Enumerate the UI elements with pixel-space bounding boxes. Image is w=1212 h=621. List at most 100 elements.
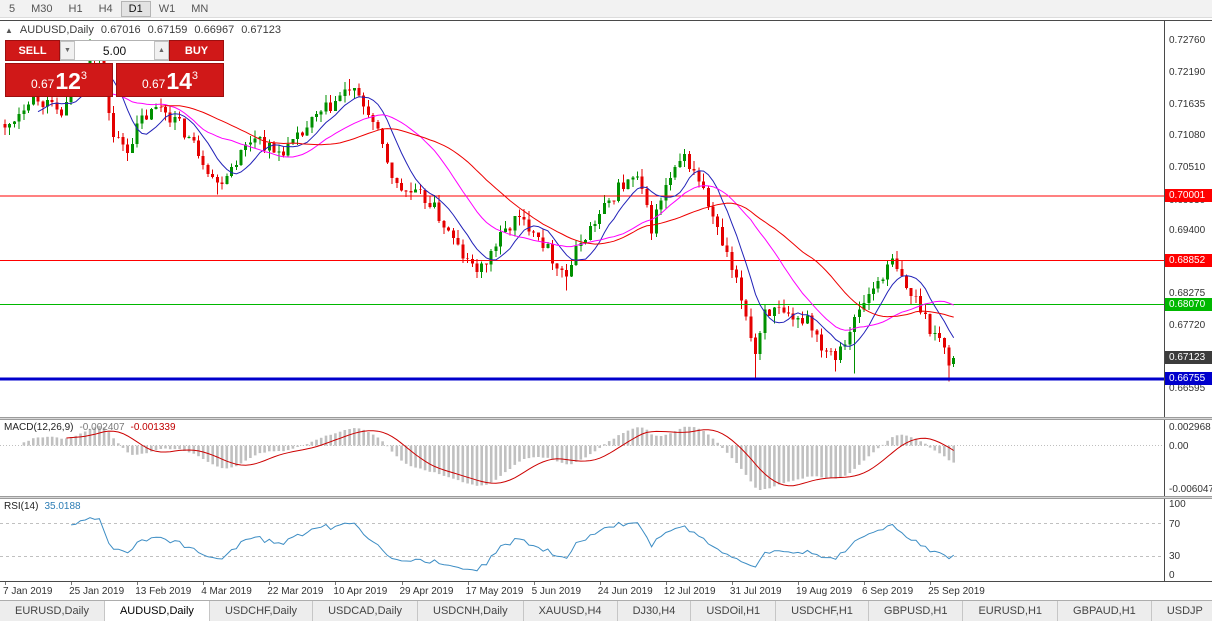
timeframe-button-m30[interactable]: M30 (31, 2, 53, 15)
rsi-axis-label: 0 (1169, 570, 1175, 581)
panel-divider[interactable] (0, 496, 1212, 499)
panel-divider[interactable] (0, 417, 1212, 420)
chart-tab-gbpusd-h1[interactable]: GBPUSD,H1 (869, 601, 964, 621)
price-axis-label: 0.72760 (1169, 35, 1206, 47)
macd-label: MACD(12,26,9) (4, 422, 74, 433)
macd-chart-canvas[interactable] (0, 420, 1164, 496)
main-chart-panel[interactable]: ▲ AUDUSD,Daily 0.67016 0.67159 0.66967 0… (0, 21, 1164, 417)
time-axis-tick (731, 582, 733, 585)
date-axis-label: 24 Jun 2019 (597, 586, 653, 597)
time-axis-tick (864, 582, 865, 585)
macd-axis-label: 0.002968 (1169, 422, 1211, 433)
time-axis-tick (137, 582, 139, 585)
time-axis-tick (467, 582, 469, 585)
chart-tab-gbpaud-h1[interactable]: GBPAUD,H1 (1058, 601, 1152, 621)
time-axis-tick (599, 582, 601, 585)
ohlc-high: 0.67159 (147, 24, 188, 36)
buy-price-sup: 3 (191, 70, 199, 82)
time-axis-tick (930, 582, 932, 585)
sell-price-box[interactable]: 0.67 12 3 (5, 63, 113, 97)
timeframe-button-w1[interactable]: W1 (158, 2, 176, 15)
price-axis-label: 0.68275 (1169, 288, 1206, 300)
date-axis-label: 13 Feb 2019 (135, 586, 192, 597)
buy-price-big: 14 (166, 68, 192, 94)
rsi-value: 35.0188 (44, 501, 81, 512)
date-axis-label: 6 Sep 2019 (862, 586, 914, 597)
chart-window: ▲ AUDUSD,Daily 0.67016 0.67159 0.66967 0… (0, 20, 1212, 599)
price-axis[interactable]: 0.727600.721900.716350.710800.705100.699… (1164, 21, 1212, 581)
timeframe-button-5[interactable]: 5 (9, 2, 16, 15)
macd-indicator-panel[interactable]: MACD(12,26,9) -0.002407 -0.001339 (0, 420, 1164, 496)
timeframe-button-h1[interactable]: H1 (68, 2, 83, 15)
date-axis-label: 5 Jun 2019 (531, 586, 582, 597)
sell-button[interactable]: SELL (5, 40, 60, 61)
plot-column: ▲ AUDUSD,Daily 0.67016 0.67159 0.66967 0… (0, 21, 1164, 599)
hline-price-label: 0.68852 (1165, 253, 1212, 267)
date-axis-label: 29 Apr 2019 (399, 586, 454, 597)
time-axis-tick (71, 582, 73, 585)
time-axis-tick (533, 582, 535, 585)
chart-tab-eurusd-daily[interactable]: EURUSD,Daily (0, 601, 105, 621)
timeframe-button-d1[interactable]: D1 (120, 0, 151, 17)
buy-price-box[interactable]: 0.67 14 3 (116, 63, 224, 97)
date-axis-label: 17 May 2019 (465, 586, 524, 597)
date-axis-label: 31 Jul 2019 (729, 586, 782, 597)
chart-tab-dj30-h4[interactable]: DJ30,H4 (618, 601, 692, 621)
time-axis[interactable]: 7 Jan 2019 25 Jan 2019 13 Feb 2019 4 Mar 20… (0, 581, 1212, 599)
candlestick-chart-canvas[interactable] (0, 21, 1164, 417)
chart-tab-audusd-daily[interactable]: AUDUSD,Daily (104, 601, 210, 621)
chart-tab-usdjp[interactable]: USDJP (1152, 601, 1212, 621)
chart-tab-usdoil-h1[interactable]: USDOil,H1 (691, 601, 777, 621)
volume-increase-button[interactable]: ▲ (154, 41, 169, 60)
timeframe-button-mn[interactable]: MN (191, 2, 209, 15)
chart-tab-bar: EURUSD,Daily AUDUSD,Daily USDCHF,Daily USDC… (0, 600, 1212, 621)
price-axis-label: 0.69400 (1169, 224, 1206, 236)
date-axis-label: 25 Jan 2019 (69, 586, 125, 597)
date-axis-label: 4 Mar 2019 (201, 586, 252, 597)
hline-price-label: 0.66755 (1165, 371, 1212, 385)
rsi-indicator-panel[interactable]: RSI(14) 35.0188 (0, 499, 1164, 581)
ohlc-close: 0.67123 (241, 24, 281, 36)
chart-symbol-label: AUDUSD,Daily (19, 24, 94, 36)
date-axis-label: 19 Aug 2019 (796, 586, 853, 597)
chart-tab-usdchf-daily[interactable]: USDCHF,Daily (210, 601, 314, 621)
ohlc-low: 0.66967 (194, 24, 235, 36)
rsi-axis-label: 100 (1169, 499, 1186, 510)
price-axis-label: 0.67720 (1169, 319, 1206, 331)
timeframe-button-h4[interactable]: H4 (98, 2, 113, 15)
rsi-axis-label: 70 (1169, 518, 1181, 530)
time-axis-tick (798, 582, 799, 585)
chart-tab-xauusd-h4[interactable]: XAUUSD,H4 (524, 601, 618, 621)
volume-input[interactable] (75, 41, 154, 60)
time-axis-tick (335, 582, 337, 585)
rsi-label-row: RSI(14) 35.0188 (4, 501, 81, 512)
hline-price-label: 0.70001 (1165, 188, 1212, 202)
sell-price-prefix: 0.67 (30, 77, 55, 91)
buy-price-prefix: 0.67 (141, 77, 166, 91)
rsi-label: RSI(14) (4, 501, 39, 512)
volume-decrease-button[interactable]: ▼ (60, 41, 75, 60)
one-click-collapse-icon[interactable]: ▲ (5, 25, 13, 35)
macd-main-value: -0.002407 (79, 422, 125, 433)
time-axis-tick (203, 582, 205, 585)
time-axis-tick (665, 582, 667, 585)
chart-tab-usdcnh-daily[interactable]: USDCNH,Daily (418, 601, 524, 621)
price-axis-label: 0.72190 (1169, 67, 1206, 79)
price-axis-label: 0.71080 (1169, 129, 1206, 141)
price-axis-label: 0.71635 (1169, 98, 1206, 110)
current-price-label: 0.67123 (1165, 351, 1212, 365)
chart-tab-usdchf-h1[interactable]: USDCHF,H1 (776, 601, 869, 621)
price-axis-label: 0.66595 (1169, 382, 1206, 394)
date-axis-label: 12 Jul 2019 (663, 586, 716, 597)
macd-signal-value: -0.001339 (130, 422, 176, 433)
sell-price-big: 12 (55, 68, 81, 94)
rsi-chart-canvas[interactable] (0, 499, 1164, 581)
macd-axis-label: 0.00 (1169, 440, 1189, 452)
time-axis-tick (401, 582, 403, 585)
chart-tab-eurusd-h1[interactable]: EURUSD,H1 (963, 601, 1059, 621)
buy-button[interactable]: BUY (169, 40, 224, 61)
sell-price-sup: 3 (80, 70, 88, 82)
chart-tab-usdcad-daily[interactable]: USDCAD,Daily (313, 601, 419, 621)
